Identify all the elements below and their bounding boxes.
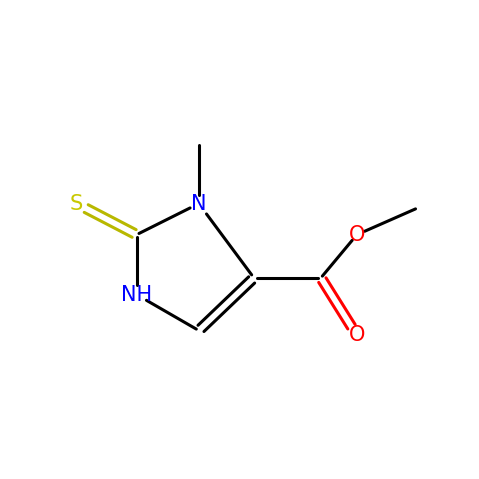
Text: O: O <box>349 225 365 245</box>
Text: N: N <box>191 194 206 214</box>
Text: NH: NH <box>121 285 152 305</box>
Text: O: O <box>349 325 365 345</box>
Text: S: S <box>70 194 83 214</box>
